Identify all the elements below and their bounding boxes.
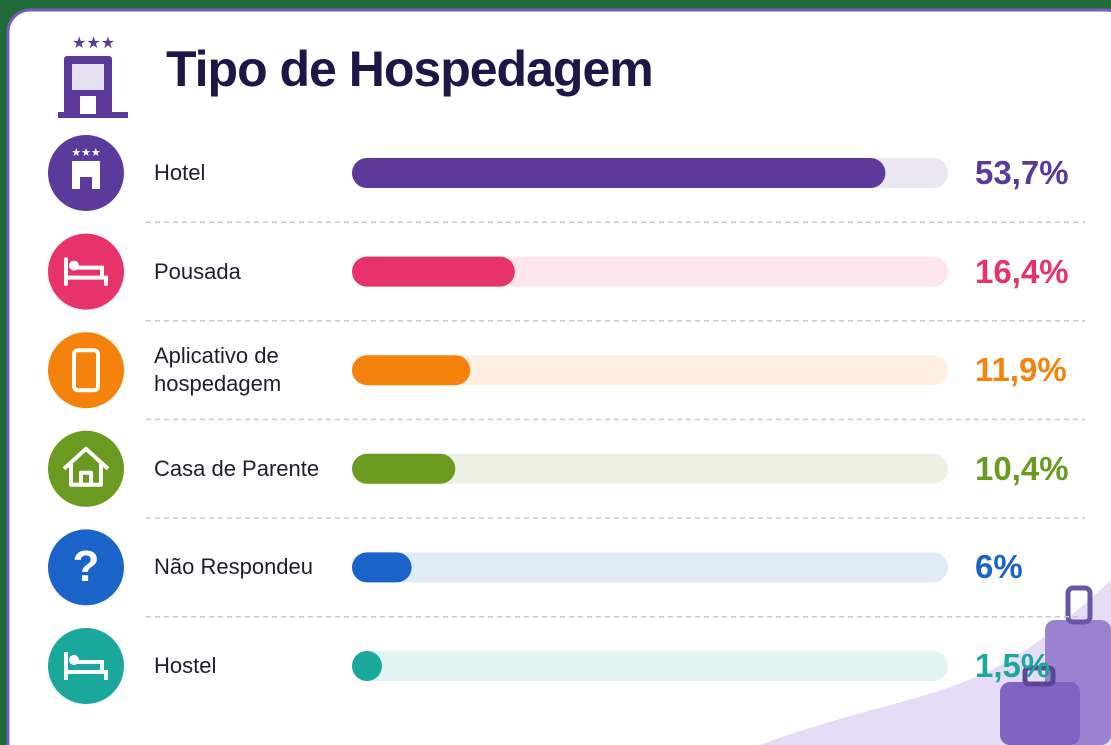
- category-icon: [48, 233, 124, 310]
- category-icon: [48, 529, 124, 606]
- icon-glyph: ★★★: [71, 147, 101, 189]
- bar-track: [352, 552, 948, 583]
- icon-glyph: [62, 446, 110, 487]
- suitcases: [1000, 585, 1111, 745]
- category-icon: [48, 332, 124, 409]
- value-label: 10,4%: [975, 449, 1069, 487]
- svg-text:★★★: ★★★: [71, 147, 101, 159]
- icon-glyph: [72, 348, 100, 393]
- bar-track: [352, 651, 948, 681]
- icon-glyph: [64, 652, 108, 680]
- category-label: Não Respondeu: [154, 554, 314, 580]
- icon-glyph: [64, 257, 108, 286]
- svg-text:?: ?: [73, 542, 100, 591]
- value-label: 11,9%: [975, 351, 1067, 389]
- bar: [352, 651, 382, 681]
- category-label: Pousada: [154, 258, 241, 284]
- value-label: 53,7%: [975, 154, 1069, 191]
- category-label: Hotel: [154, 160, 206, 185]
- category-label: Aplicativo de hospedagem: [154, 343, 282, 397]
- bar: [352, 355, 471, 386]
- bar-track: [352, 355, 948, 386]
- bar: [352, 256, 515, 287]
- bar: [352, 552, 412, 583]
- category-icon: [48, 430, 124, 507]
- bar: [352, 158, 886, 188]
- icon-glyph: ?: [73, 542, 100, 591]
- category-icon: [48, 628, 124, 704]
- card: [6, 8, 1111, 745]
- bar-track: [352, 453, 948, 484]
- chart-title: Tipo de Hospedagem: [166, 41, 654, 97]
- value-label: 1,5%: [975, 647, 1051, 684]
- value-label: 6%: [975, 548, 1023, 586]
- category-label: Casa de Parente: [154, 455, 320, 481]
- category-label: Hostel: [154, 653, 217, 678]
- value-label: 16,4%: [975, 252, 1069, 290]
- title-icon: ★★★: [58, 35, 128, 118]
- svg-text:★★★: ★★★: [72, 35, 115, 52]
- bar: [352, 453, 456, 484]
